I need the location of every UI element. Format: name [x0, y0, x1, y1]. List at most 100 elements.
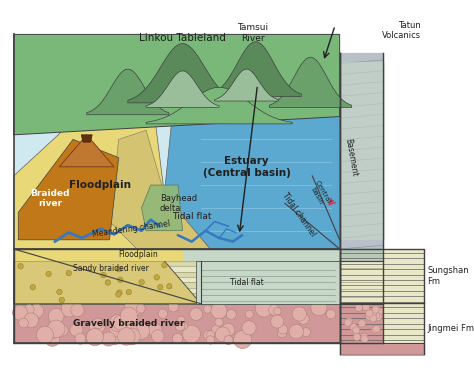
Circle shape [47, 320, 65, 338]
Circle shape [353, 327, 360, 334]
Circle shape [157, 285, 163, 290]
Circle shape [66, 270, 72, 276]
Circle shape [345, 318, 353, 325]
Circle shape [47, 326, 59, 339]
Circle shape [30, 304, 44, 318]
Circle shape [57, 289, 62, 295]
Circle shape [116, 292, 121, 297]
Circle shape [206, 336, 215, 344]
Circle shape [109, 322, 125, 337]
Circle shape [203, 305, 212, 313]
Polygon shape [18, 139, 118, 240]
Text: Gravelly braided river: Gravelly braided river [73, 319, 184, 328]
Polygon shape [340, 249, 383, 261]
Polygon shape [14, 277, 340, 282]
Polygon shape [14, 35, 340, 249]
Polygon shape [146, 88, 292, 124]
Circle shape [36, 326, 54, 344]
Circle shape [129, 301, 145, 316]
Circle shape [361, 335, 368, 343]
Circle shape [168, 302, 178, 312]
Circle shape [358, 320, 365, 327]
Polygon shape [14, 121, 210, 249]
Circle shape [278, 325, 288, 334]
Circle shape [271, 315, 284, 328]
Circle shape [59, 309, 67, 317]
Circle shape [46, 271, 51, 277]
Text: Meandering channel: Meandering channel [91, 219, 170, 239]
Circle shape [224, 335, 233, 345]
Circle shape [289, 324, 303, 339]
Circle shape [59, 297, 64, 303]
Circle shape [24, 305, 34, 315]
Circle shape [117, 290, 122, 295]
Text: Floodplain: Floodplain [69, 180, 131, 190]
Circle shape [118, 277, 123, 282]
Circle shape [24, 313, 38, 328]
Polygon shape [14, 282, 340, 288]
Polygon shape [142, 185, 182, 231]
Circle shape [113, 315, 128, 330]
Circle shape [226, 309, 236, 319]
Polygon shape [340, 53, 383, 249]
Polygon shape [109, 130, 210, 249]
Circle shape [46, 332, 60, 347]
Circle shape [162, 263, 167, 268]
Text: Tidal channel: Tidal channel [280, 191, 317, 238]
Circle shape [361, 333, 368, 341]
Circle shape [101, 332, 116, 346]
Circle shape [173, 334, 182, 344]
Circle shape [93, 318, 103, 329]
Polygon shape [269, 57, 352, 108]
Polygon shape [81, 135, 92, 142]
Circle shape [182, 325, 201, 343]
Circle shape [292, 307, 307, 321]
Circle shape [57, 325, 68, 336]
Polygon shape [14, 304, 340, 343]
Circle shape [148, 324, 162, 338]
Circle shape [190, 308, 202, 321]
Circle shape [326, 309, 336, 319]
Circle shape [215, 327, 230, 342]
Circle shape [90, 319, 105, 334]
Circle shape [61, 301, 77, 317]
Circle shape [369, 315, 377, 322]
Circle shape [362, 303, 370, 311]
Circle shape [109, 315, 127, 332]
Circle shape [298, 313, 309, 324]
Polygon shape [210, 42, 301, 96]
Polygon shape [164, 103, 340, 249]
Circle shape [71, 303, 84, 317]
Circle shape [86, 329, 103, 346]
Text: Floodplain: Floodplain [118, 250, 158, 259]
Circle shape [125, 299, 142, 316]
Polygon shape [146, 71, 219, 108]
Circle shape [274, 308, 281, 315]
Polygon shape [14, 298, 340, 304]
Circle shape [139, 279, 145, 285]
Polygon shape [14, 249, 182, 261]
Circle shape [12, 305, 27, 320]
Text: Central
basin: Central basin [308, 180, 331, 209]
Circle shape [301, 328, 310, 336]
Text: Sungshan
Fm: Sungshan Fm [428, 266, 469, 286]
Polygon shape [59, 135, 114, 167]
Circle shape [211, 303, 227, 319]
FancyArrowPatch shape [164, 206, 165, 208]
Polygon shape [14, 261, 340, 304]
Polygon shape [128, 43, 237, 103]
Circle shape [123, 328, 140, 345]
Circle shape [365, 310, 373, 317]
Circle shape [374, 313, 382, 321]
Circle shape [242, 321, 256, 335]
Circle shape [105, 280, 110, 285]
Polygon shape [14, 266, 340, 272]
Circle shape [365, 313, 373, 320]
Text: Tidal flat: Tidal flat [172, 211, 211, 221]
Circle shape [372, 306, 379, 313]
Polygon shape [340, 53, 383, 343]
Polygon shape [14, 272, 340, 277]
Text: Tidal flat: Tidal flat [230, 278, 264, 287]
Circle shape [269, 305, 280, 315]
Circle shape [215, 318, 223, 326]
